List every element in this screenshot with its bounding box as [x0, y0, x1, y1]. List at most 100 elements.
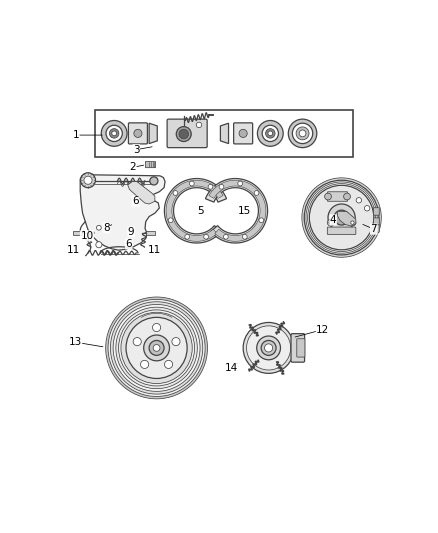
Circle shape — [299, 130, 306, 137]
Circle shape — [96, 241, 102, 248]
Circle shape — [257, 336, 280, 360]
Text: 10: 10 — [81, 231, 94, 241]
FancyBboxPatch shape — [327, 192, 348, 201]
Circle shape — [349, 219, 356, 226]
Circle shape — [110, 128, 119, 138]
Text: 13: 13 — [68, 337, 82, 347]
Circle shape — [293, 123, 313, 143]
Circle shape — [329, 221, 332, 224]
Circle shape — [334, 210, 349, 225]
Circle shape — [168, 218, 173, 223]
Circle shape — [196, 122, 202, 127]
Circle shape — [242, 235, 247, 239]
Circle shape — [165, 360, 173, 368]
FancyBboxPatch shape — [327, 227, 356, 235]
Text: 7: 7 — [371, 224, 377, 234]
Circle shape — [119, 310, 194, 386]
FancyBboxPatch shape — [95, 110, 353, 157]
Circle shape — [247, 326, 291, 370]
Circle shape — [116, 307, 197, 389]
Circle shape — [307, 184, 375, 252]
FancyBboxPatch shape — [374, 218, 379, 225]
Circle shape — [144, 335, 170, 361]
Text: 12: 12 — [316, 325, 329, 335]
FancyBboxPatch shape — [74, 231, 82, 235]
Circle shape — [173, 191, 178, 196]
Circle shape — [190, 181, 194, 186]
Circle shape — [304, 180, 379, 255]
FancyBboxPatch shape — [291, 334, 304, 362]
Polygon shape — [338, 212, 356, 226]
Polygon shape — [205, 179, 268, 243]
Circle shape — [265, 344, 273, 352]
Text: 11: 11 — [67, 246, 80, 255]
Circle shape — [208, 184, 213, 189]
Circle shape — [150, 177, 158, 185]
Text: 2: 2 — [130, 163, 136, 172]
FancyBboxPatch shape — [146, 231, 155, 235]
Circle shape — [126, 317, 187, 378]
Circle shape — [110, 302, 203, 394]
Circle shape — [265, 128, 275, 138]
Circle shape — [134, 130, 142, 138]
Circle shape — [325, 193, 332, 200]
Text: 5: 5 — [198, 206, 204, 216]
Polygon shape — [209, 180, 266, 241]
Text: 14: 14 — [225, 362, 238, 373]
FancyBboxPatch shape — [128, 123, 148, 144]
Circle shape — [149, 341, 164, 356]
Circle shape — [219, 184, 224, 189]
Circle shape — [309, 185, 374, 250]
Polygon shape — [164, 179, 226, 243]
Circle shape — [172, 337, 180, 346]
Circle shape — [204, 235, 208, 239]
Circle shape — [106, 125, 122, 142]
Circle shape — [133, 337, 141, 346]
Circle shape — [179, 130, 188, 139]
Text: 15: 15 — [238, 206, 251, 216]
Text: 6: 6 — [132, 196, 139, 206]
Text: 8: 8 — [103, 223, 110, 233]
Polygon shape — [166, 180, 223, 241]
Circle shape — [141, 360, 148, 368]
Circle shape — [81, 173, 95, 188]
Circle shape — [223, 235, 228, 239]
Circle shape — [101, 120, 127, 146]
Text: 11: 11 — [148, 246, 162, 255]
Circle shape — [302, 178, 381, 257]
Circle shape — [328, 204, 355, 231]
Circle shape — [121, 312, 192, 384]
Circle shape — [288, 119, 317, 148]
Circle shape — [152, 324, 161, 332]
Circle shape — [261, 341, 276, 356]
Circle shape — [84, 176, 92, 184]
Circle shape — [258, 120, 283, 146]
Circle shape — [112, 131, 117, 136]
Circle shape — [96, 225, 101, 230]
FancyBboxPatch shape — [297, 339, 305, 357]
Circle shape — [356, 198, 362, 203]
Circle shape — [243, 322, 294, 374]
FancyBboxPatch shape — [374, 208, 379, 215]
Circle shape — [106, 297, 208, 399]
Text: 1: 1 — [72, 130, 79, 140]
Polygon shape — [128, 182, 155, 204]
Circle shape — [176, 127, 191, 142]
FancyBboxPatch shape — [145, 161, 155, 168]
Circle shape — [259, 218, 264, 223]
Circle shape — [327, 219, 334, 226]
Polygon shape — [220, 123, 229, 143]
Text: 9: 9 — [128, 227, 134, 237]
Circle shape — [185, 235, 190, 239]
Circle shape — [364, 206, 370, 211]
FancyBboxPatch shape — [233, 123, 253, 144]
Text: 3: 3 — [133, 144, 140, 155]
Circle shape — [239, 130, 247, 138]
Circle shape — [254, 191, 259, 196]
Text: 6: 6 — [125, 239, 132, 249]
Circle shape — [113, 304, 200, 391]
Circle shape — [108, 300, 205, 397]
FancyBboxPatch shape — [374, 225, 379, 232]
Polygon shape — [149, 123, 157, 143]
Circle shape — [296, 127, 309, 140]
